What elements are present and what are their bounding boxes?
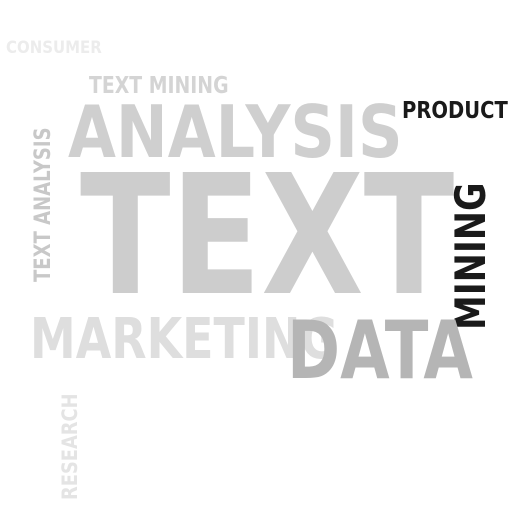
- word-text-analysis-vertical: TEXT ANALYSIS: [31, 127, 56, 282]
- word-product: PRODUCT: [402, 98, 508, 124]
- word-marketing: MARKETING: [30, 307, 339, 372]
- word-text-mining-small: TEXT MINING: [89, 73, 229, 99]
- word-research-vertical: RESEARCH: [58, 393, 82, 500]
- word-text-large: TEXT: [80, 140, 455, 333]
- word-data: DATA: [287, 304, 473, 397]
- word-analysis: ANALYSIS: [68, 90, 403, 174]
- word-consumer: CONSUMER: [6, 38, 102, 58]
